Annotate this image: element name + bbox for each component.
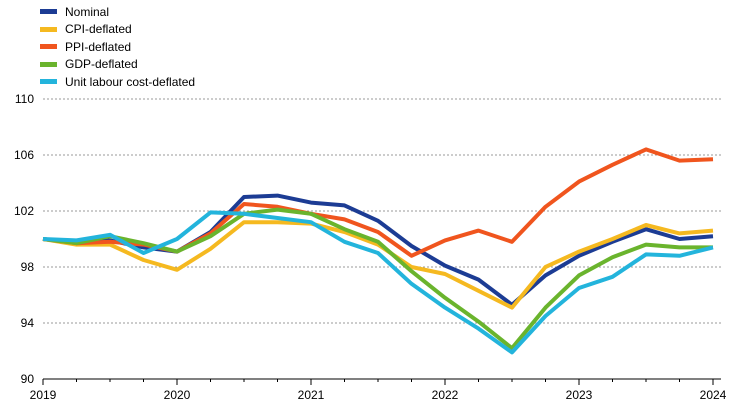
legend-swatch <box>40 61 57 67</box>
gridlines <box>43 98 721 324</box>
legend-item-unit-labour-cost-deflated: Unit labour cost-deflated <box>40 73 195 91</box>
x-tick-label: 2019 <box>30 388 57 402</box>
legend-item-ppi-deflated: PPI-deflated <box>40 38 195 56</box>
legend-swatch <box>40 79 57 85</box>
legend-item-cpi-deflated: CPI-deflated <box>40 21 195 39</box>
x-tick-label: 2022 <box>432 388 459 402</box>
x-tick-label: 2021 <box>298 388 325 402</box>
legend-item-nominal: Nominal <box>40 3 195 21</box>
legend-swatch <box>40 9 57 15</box>
x-tick-label: 2024 <box>700 388 727 402</box>
y-tick-label: 98 <box>21 260 35 274</box>
legend-label: Unit labour cost-deflated <box>65 74 196 89</box>
legend-item-gdp-deflated: GDP-deflated <box>40 56 195 74</box>
legend-label: PPI-deflated <box>65 39 132 54</box>
series-line-unit-labour-cost-deflated <box>42 210 714 355</box>
legend-swatch <box>40 44 57 50</box>
y-tick-label: 102 <box>14 204 34 218</box>
legend-label: CPI-deflated <box>65 22 132 37</box>
series-line-cpi-deflated <box>42 220 714 310</box>
legend-swatch <box>40 26 57 32</box>
y-axis-tick-labels: 90 94 98 102 106 110 <box>14 92 34 386</box>
x-tick-label: 2023 <box>566 388 593 402</box>
y-tick-label: 90 <box>21 372 35 386</box>
series-line-gdp-deflated <box>42 207 713 351</box>
legend: Nominal CPI-deflated PPI-deflated GDP-defla… <box>40 3 195 91</box>
legend-label: GDP-deflated <box>65 57 138 72</box>
x-tick-label: 2020 <box>164 388 191 402</box>
plot-lines <box>42 147 714 355</box>
y-tick-label: 110 <box>15 92 34 106</box>
legend-label: Nominal <box>65 4 110 19</box>
x-axis: 2019 2020 2021 2022 2023 2024 <box>30 378 727 402</box>
series-line-nominal <box>42 193 714 307</box>
y-tick-label: 94 <box>21 316 35 330</box>
y-tick-label: 106 <box>14 148 34 162</box>
